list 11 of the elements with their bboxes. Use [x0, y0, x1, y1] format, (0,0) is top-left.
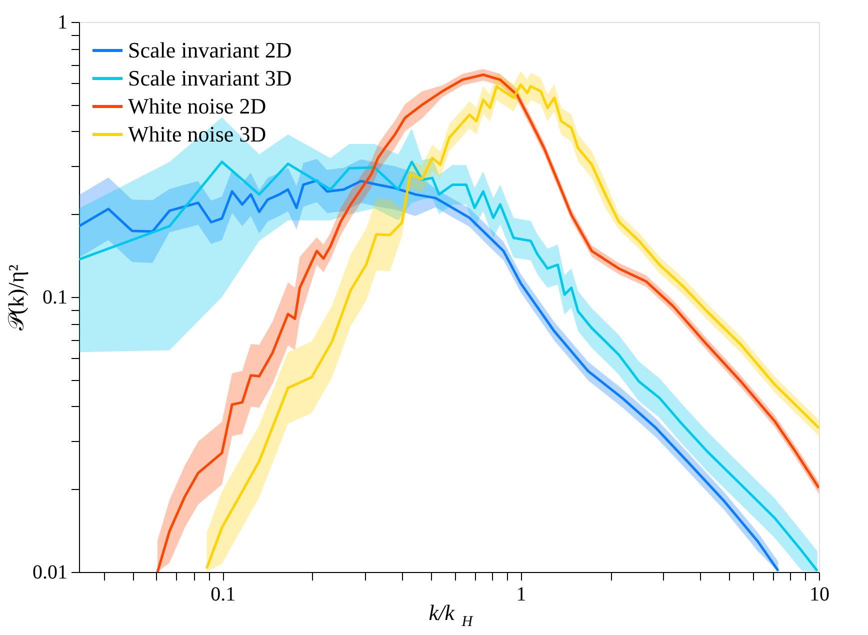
y-tick-label: 0.01: [32, 562, 68, 584]
legend-label: White noise 2D: [128, 94, 266, 118]
y-tick-label: 1: [58, 12, 68, 34]
x-tick-label: 1: [516, 584, 526, 606]
x-tick-label: 0.1: [210, 584, 236, 606]
x-tick-label: 10: [810, 584, 830, 606]
legend-label: Scale invariant 3D: [128, 66, 292, 90]
y-axis-title: 𝒫(k)/η²: [4, 264, 28, 330]
y-tick-label: 0.1: [42, 286, 68, 308]
legend-label: Scale invariant 2D: [128, 38, 292, 62]
legend-label: White noise 3D: [128, 122, 266, 146]
